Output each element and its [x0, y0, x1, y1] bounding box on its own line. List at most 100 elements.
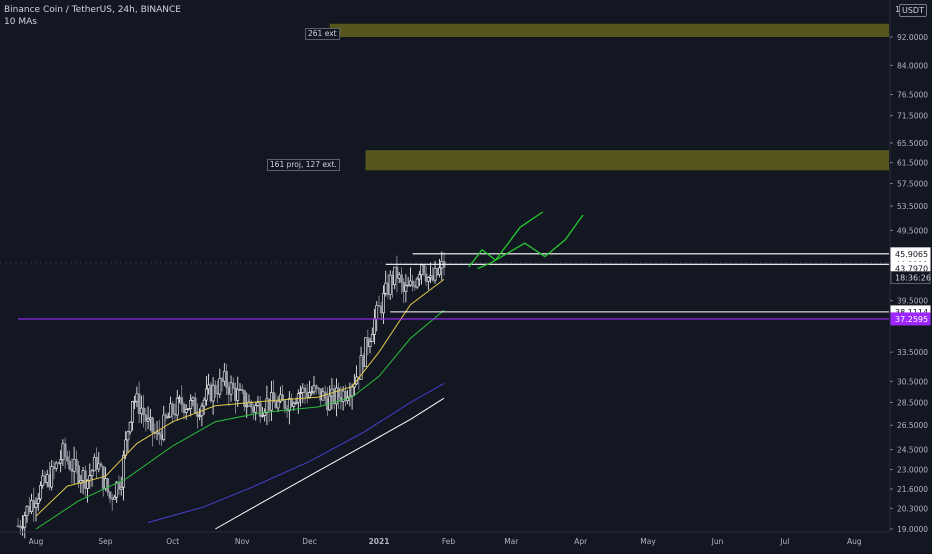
candle-body-162 [379, 305, 383, 314]
candle-body-79 [193, 397, 197, 414]
candle-body-109 [261, 415, 264, 417]
candle-body-115 [274, 401, 278, 409]
price-tick-label-1: 20.3000 [897, 504, 928, 513]
price-tick-label-11: 53.5000 [897, 202, 928, 211]
candle-body-119 [283, 400, 287, 409]
price-tick-label-0: 19.0000 [897, 525, 928, 534]
candle-body-38 [101, 466, 105, 490]
candle-body-74 [182, 404, 186, 413]
candle-body-13 [45, 474, 49, 483]
candle-body-73 [180, 397, 184, 405]
candle-body-4 [25, 506, 29, 517]
indicator-label[interactable]: 10 MAs [4, 17, 37, 27]
candle-body-5 [27, 506, 31, 512]
candle-body-47 [122, 454, 125, 488]
candle-body-135 [319, 388, 323, 401]
candle-body-37 [99, 463, 103, 467]
candle-body-27 [77, 465, 80, 484]
candle-body-126 [299, 392, 302, 394]
axis-label-1-text: 18:36:26 [895, 274, 931, 283]
candle-body-80 [196, 413, 199, 417]
currency-button[interactable]: USDT [899, 4, 927, 17]
candle-body-130 [308, 392, 311, 398]
target-zone-1 [365, 150, 889, 171]
candle-body-84 [204, 388, 208, 401]
candle-body-45 [117, 481, 121, 490]
candle-body-178 [415, 278, 419, 288]
candle-body-92 [222, 371, 226, 382]
time-tick-label-8: Apr [574, 537, 588, 546]
candle-body-53 [135, 393, 139, 402]
candle-body-106 [254, 405, 258, 413]
candle-body-94 [227, 386, 231, 395]
price-tick-label-8: 33.5000 [897, 348, 928, 357]
axis-label-0-text: 43.7970 [895, 265, 928, 274]
price-tick-label-14: 65.5000 [897, 139, 928, 148]
candle-body-68 [169, 403, 172, 418]
candle-body-86 [209, 384, 213, 402]
candle-body-42 [110, 497, 114, 500]
candle-body-156 [366, 337, 370, 348]
price-tag-0-text: 45.9065 [895, 250, 928, 259]
candle-body-39 [104, 478, 107, 490]
candle-body-54 [137, 393, 141, 415]
candle-body-89 [216, 392, 219, 395]
projection-layer [468, 211, 584, 270]
candle-body-133 [314, 385, 318, 389]
candle-body-132 [312, 385, 316, 393]
time-tick-label-1: Sep [98, 537, 112, 546]
candle-body-85 [207, 384, 211, 390]
candle-body-146 [343, 390, 347, 402]
candle-body-58 [146, 418, 150, 422]
zone-label-lower: 161 proj, 127 ext. [266, 159, 340, 172]
candle-body-128 [303, 387, 307, 393]
candle-body-75 [184, 409, 188, 413]
candle-body-78 [191, 397, 195, 401]
candle-body-20 [61, 443, 65, 461]
candle-body-114 [272, 392, 276, 403]
candle-body-129 [305, 392, 309, 398]
price-tag-3-text: 37.2595 [895, 315, 928, 324]
candle-body-159 [373, 318, 376, 335]
candle-body-169 [395, 266, 399, 279]
candle-body-40 [106, 478, 110, 493]
candle-body-170 [397, 274, 401, 279]
candle-body-93 [225, 371, 228, 388]
candle-body-90 [218, 378, 222, 395]
candle-body-110 [263, 412, 267, 416]
candle-body-63 [157, 431, 161, 435]
zones-layer [329, 23, 889, 171]
candle-body-25 [72, 459, 76, 472]
candle-body-104 [249, 401, 253, 408]
candle-body-175 [408, 280, 412, 286]
candle-body-99 [238, 388, 242, 391]
candle-body-14 [48, 474, 51, 488]
candle-body-186 [433, 268, 437, 281]
price-tick-label-5: 26.5000 [897, 421, 928, 430]
candle-body-158 [370, 334, 374, 342]
moving-averages-layer [35, 279, 445, 530]
candle-body-2 [21, 526, 24, 529]
candle-body-19 [59, 459, 63, 464]
horizontal-lines-layer [18, 253, 889, 320]
candle-body-188 [438, 267, 441, 275]
candle-body-167 [391, 274, 394, 285]
candle-body-122 [290, 398, 293, 407]
candle-body-57 [144, 414, 148, 422]
time-tick-label-10: Jun [711, 537, 724, 546]
candle-body-125 [296, 393, 300, 403]
candle-body-98 [236, 389, 240, 401]
candle-body-18 [57, 462, 60, 465]
candle-body-171 [400, 274, 403, 283]
candle-body-26 [74, 459, 78, 466]
candle-body-33 [90, 470, 94, 476]
candle-body-72 [178, 397, 181, 399]
candle-body-81 [198, 415, 202, 418]
candle-body-0 [16, 525, 20, 528]
candle-body-157 [368, 341, 372, 348]
candle-body-118 [281, 394, 285, 402]
candle-body-107 [256, 402, 260, 406]
